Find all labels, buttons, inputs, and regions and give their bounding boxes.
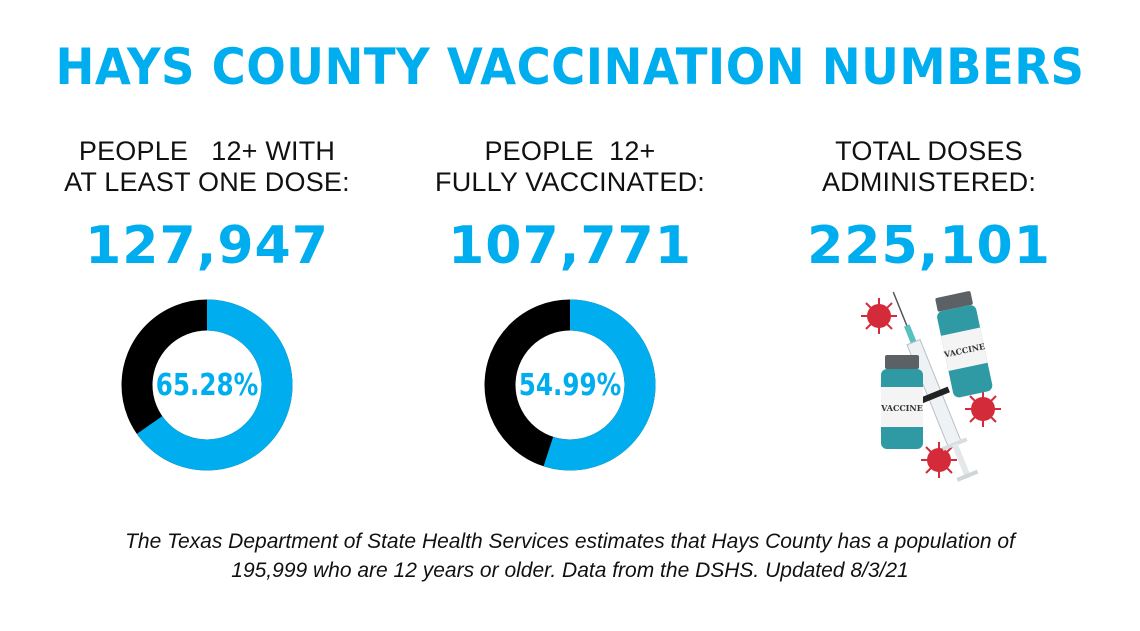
stat-total-doses: TOTAL DOSES ADMINISTERED: 225,101	[749, 136, 1109, 276]
footnote-line: 195,999 who are 12 years or older. Data …	[231, 559, 909, 582]
syringe-icon	[892, 291, 979, 482]
vaccine-vial-icon: VACCINE	[880, 355, 923, 449]
stat-fully-vaccinated: PEOPLE 12+ FULLY VACCINATED: 107,771	[390, 136, 750, 276]
vaccine-illustration: VACCINE VACCINE	[845, 283, 1015, 488]
stat-label-line: TOTAL DOSES	[835, 136, 1023, 166]
stat-label-line: ADMINISTERED:	[821, 167, 1037, 197]
stat-value: 107,771	[448, 216, 692, 276]
stat-label-line: PEOPLE 12+ WITH	[78, 136, 336, 166]
stat-value: 127,947	[85, 216, 329, 276]
donut-percent-label: 54.99%	[518, 367, 622, 403]
vaccine-vial-icon: VACCINE	[935, 291, 993, 398]
donut-chart-fully-vaccinated: 54.99%	[484, 299, 656, 471]
footnote-line: The Texas Department of State Health Ser…	[125, 530, 1015, 553]
donut-ring	[121, 299, 293, 471]
stat-label-line: PEOPLE 12+	[484, 136, 656, 166]
footnote: The Texas Department of State Health Ser…	[0, 527, 1140, 585]
virus-icon	[861, 298, 897, 334]
donut-percent-label: 65.28%	[155, 367, 259, 403]
virus-icon	[921, 442, 957, 478]
stat-label-line: AT LEAST ONE DOSE:	[64, 167, 350, 197]
stat-at-least-one-dose: PEOPLE 12+ WITH AT LEAST ONE DOSE: 127,9…	[27, 136, 387, 276]
virus-icon	[965, 391, 1001, 427]
stat-label: TOTAL DOSES ADMINISTERED:	[749, 136, 1109, 198]
stat-value: 225,101	[807, 216, 1051, 276]
donut-ring	[484, 299, 656, 471]
stat-label: PEOPLE 12+ FULLY VACCINATED:	[390, 136, 750, 198]
stat-label-line: FULLY VACCINATED:	[435, 167, 705, 197]
svg-text:VACCINE: VACCINE	[880, 403, 923, 413]
stat-label: PEOPLE 12+ WITH AT LEAST ONE DOSE:	[27, 136, 387, 198]
page-title: HAYS COUNTY VACCINATION NUMBERS	[55, 38, 1085, 96]
donut-chart-one-dose: 65.28%	[121, 299, 293, 471]
